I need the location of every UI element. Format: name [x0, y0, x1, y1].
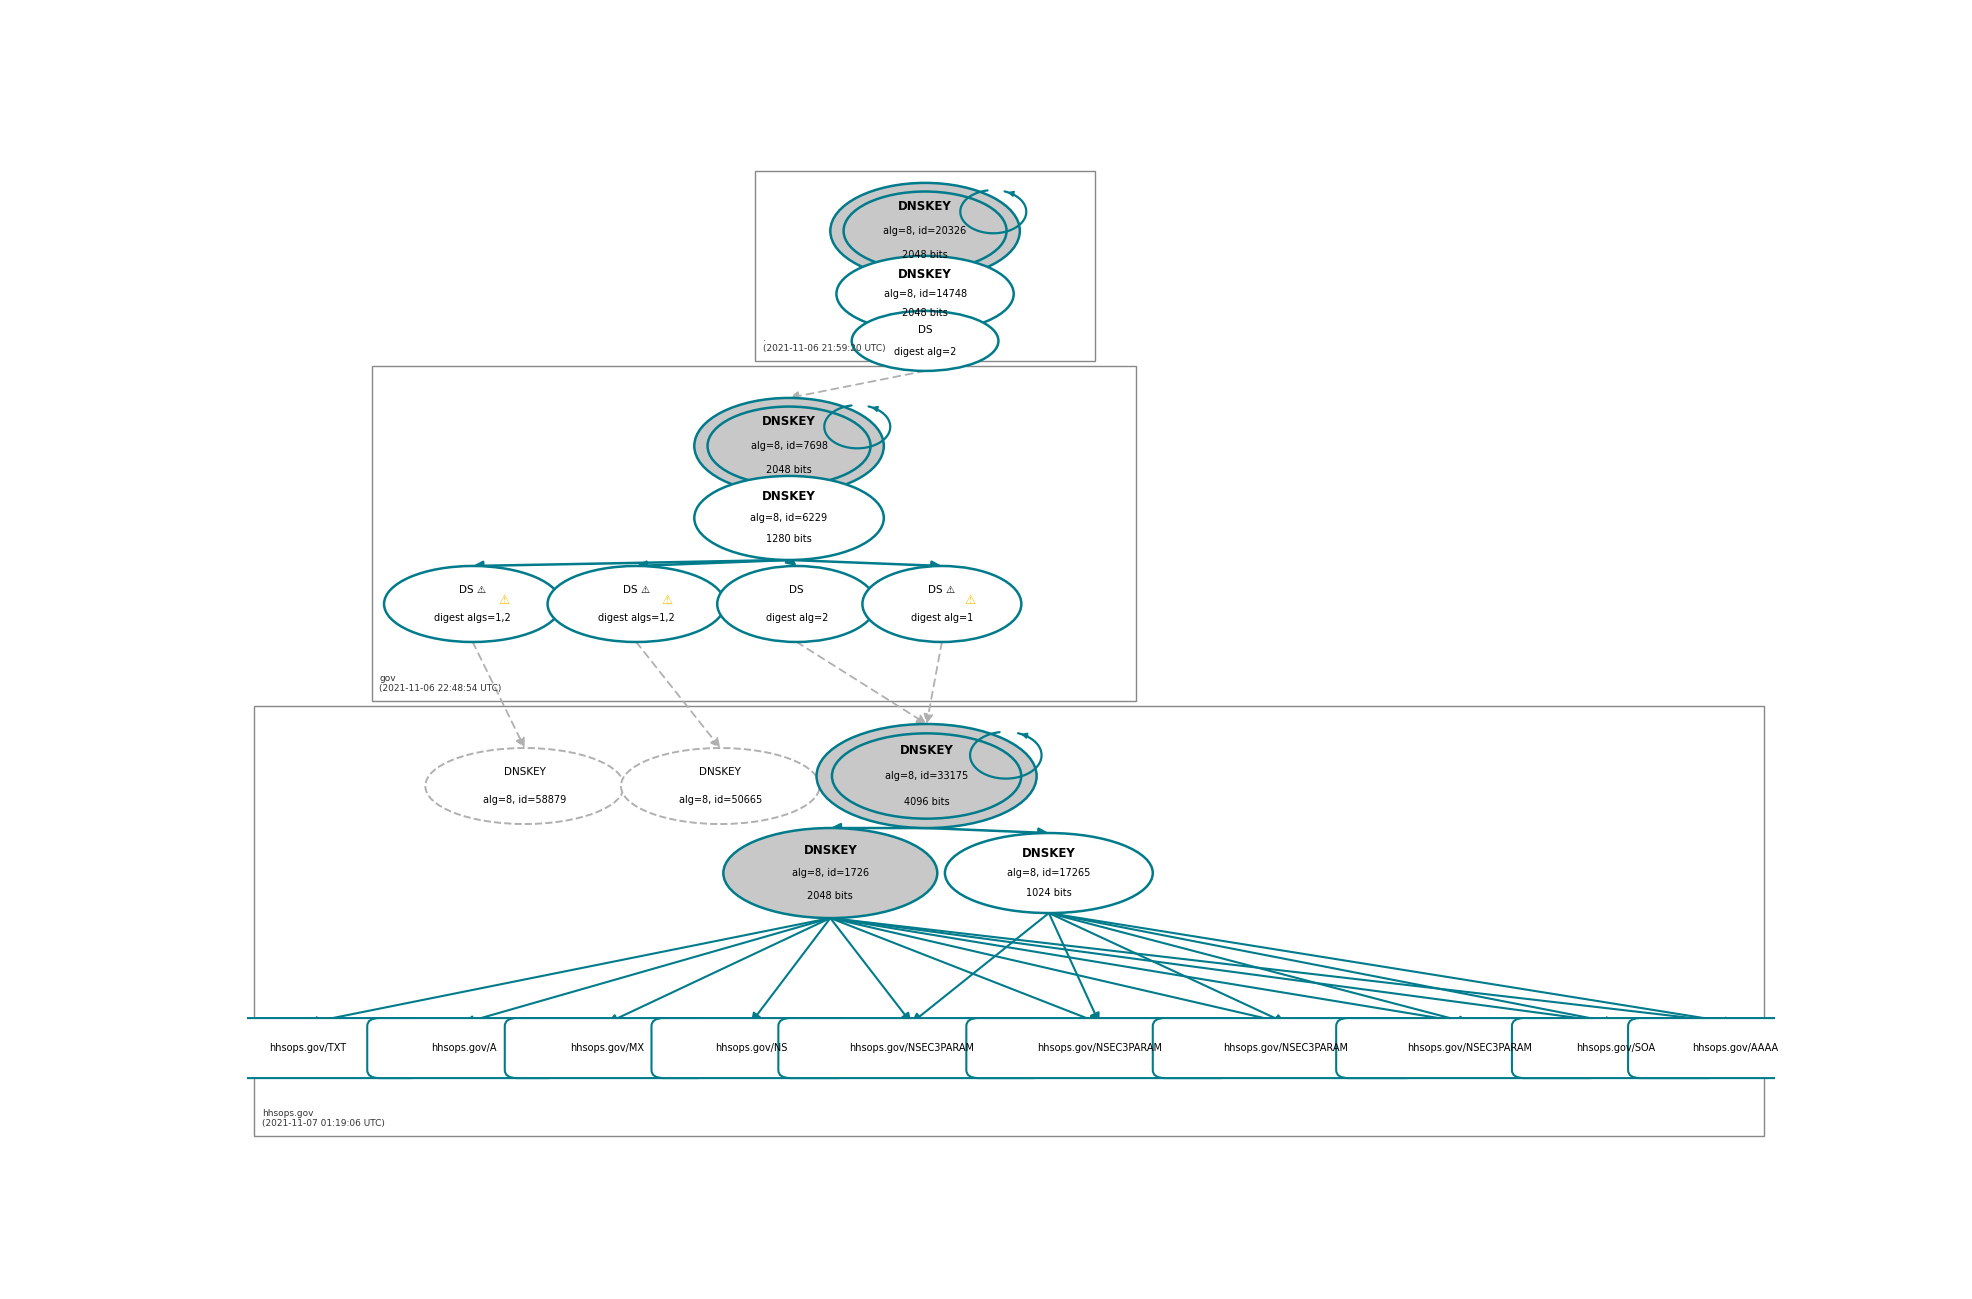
Text: DNSKEY: DNSKEY — [897, 269, 952, 282]
Text: hhsops.gov/NSEC3PARAM: hhsops.gov/NSEC3PARAM — [1406, 1043, 1532, 1053]
Text: DS: DS — [789, 585, 805, 595]
Ellipse shape — [816, 724, 1037, 827]
Text: 2048 bits: 2048 bits — [903, 308, 949, 318]
FancyBboxPatch shape — [779, 1018, 1045, 1078]
Text: DNSKEY: DNSKEY — [761, 491, 816, 504]
Text: hhsops.gov/NS: hhsops.gov/NS — [714, 1043, 787, 1053]
Text: 2048 bits: 2048 bits — [903, 249, 949, 260]
Ellipse shape — [548, 566, 726, 642]
Text: 2048 bits: 2048 bits — [767, 465, 812, 475]
Text: digest algs=1,2: digest algs=1,2 — [434, 613, 511, 624]
Text: hhsops.gov/TXT: hhsops.gov/TXT — [268, 1043, 347, 1053]
Ellipse shape — [385, 566, 562, 642]
Text: alg=8, id=7698: alg=8, id=7698 — [751, 440, 828, 451]
Text: hhsops.gov/NSEC3PARAM: hhsops.gov/NSEC3PARAM — [1223, 1043, 1349, 1053]
FancyBboxPatch shape — [651, 1018, 850, 1078]
Text: DNSKEY: DNSKEY — [503, 766, 546, 777]
FancyBboxPatch shape — [505, 1018, 710, 1078]
Text: hhsops.gov/A: hhsops.gov/A — [430, 1043, 497, 1053]
Text: hhsops.gov/MX: hhsops.gov/MX — [570, 1043, 645, 1053]
FancyBboxPatch shape — [1629, 1018, 1842, 1078]
Text: DS ⚠: DS ⚠ — [929, 585, 956, 595]
FancyBboxPatch shape — [1337, 1018, 1601, 1078]
Text: 4096 bits: 4096 bits — [903, 798, 949, 807]
Text: digest alg=2: digest alg=2 — [893, 347, 956, 357]
Text: ⚠: ⚠ — [499, 594, 509, 607]
Text: alg=8, id=20326: alg=8, id=20326 — [883, 226, 966, 236]
Text: digest alg=1: digest alg=1 — [911, 613, 972, 624]
Ellipse shape — [621, 748, 820, 824]
Text: hhsops.gov/SOA: hhsops.gov/SOA — [1576, 1043, 1655, 1053]
Text: DNSKEY: DNSKEY — [700, 766, 741, 777]
Text: alg=8, id=1726: alg=8, id=1726 — [791, 868, 870, 878]
Ellipse shape — [844, 191, 1006, 270]
Ellipse shape — [694, 397, 883, 494]
Text: DNSKEY: DNSKEY — [1021, 847, 1077, 860]
Text: DS ⚠: DS ⚠ — [459, 585, 487, 595]
Text: alg=8, id=33175: alg=8, id=33175 — [885, 772, 968, 781]
Ellipse shape — [862, 566, 1021, 642]
Text: DNSKEY: DNSKEY — [899, 743, 954, 756]
Text: alg=8, id=50665: alg=8, id=50665 — [678, 795, 761, 805]
Text: 2048 bits: 2048 bits — [807, 891, 854, 900]
Text: 1024 bits: 1024 bits — [1025, 889, 1071, 898]
Text: hhsops.gov/NSEC3PARAM: hhsops.gov/NSEC3PARAM — [1037, 1043, 1162, 1053]
Text: ⚠: ⚠ — [663, 594, 672, 607]
Ellipse shape — [836, 256, 1014, 333]
Text: DNSKEY: DNSKEY — [897, 200, 952, 213]
FancyBboxPatch shape — [966, 1018, 1232, 1078]
Text: DS ⚠: DS ⚠ — [623, 585, 651, 595]
FancyBboxPatch shape — [367, 1018, 560, 1078]
Text: 1280 bits: 1280 bits — [767, 534, 812, 544]
Text: ⚠: ⚠ — [964, 594, 976, 607]
Text: hhsops.gov
(2021-11-07 01:19:06 UTC): hhsops.gov (2021-11-07 01:19:06 UTC) — [262, 1109, 385, 1128]
Ellipse shape — [724, 827, 937, 918]
Ellipse shape — [708, 407, 870, 486]
Text: gov
(2021-11-06 22:48:54 UTC): gov (2021-11-06 22:48:54 UTC) — [379, 674, 501, 692]
Ellipse shape — [694, 475, 883, 560]
Ellipse shape — [852, 310, 998, 372]
Ellipse shape — [426, 748, 623, 824]
FancyBboxPatch shape — [1154, 1018, 1418, 1078]
Ellipse shape — [945, 833, 1154, 913]
Text: .
(2021-11-06 21:59:20 UTC): . (2021-11-06 21:59:20 UTC) — [763, 334, 885, 353]
Text: hhsops.gov/AAAA: hhsops.gov/AAAA — [1692, 1043, 1779, 1053]
Text: digest algs=1,2: digest algs=1,2 — [598, 613, 674, 624]
Text: DS: DS — [917, 325, 933, 335]
Ellipse shape — [832, 734, 1021, 818]
FancyBboxPatch shape — [193, 1018, 422, 1078]
Text: alg=8, id=58879: alg=8, id=58879 — [483, 795, 566, 805]
FancyBboxPatch shape — [1513, 1018, 1720, 1078]
Text: DNSKEY: DNSKEY — [803, 844, 858, 857]
Text: alg=8, id=6229: alg=8, id=6229 — [751, 513, 828, 523]
Text: hhsops.gov/NSEC3PARAM: hhsops.gov/NSEC3PARAM — [848, 1043, 974, 1053]
Text: DNSKEY: DNSKEY — [761, 416, 816, 429]
Ellipse shape — [718, 566, 876, 642]
Text: digest alg=2: digest alg=2 — [765, 613, 828, 624]
Text: alg=8, id=17265: alg=8, id=17265 — [1008, 868, 1091, 878]
Text: alg=8, id=14748: alg=8, id=14748 — [883, 288, 966, 299]
Ellipse shape — [830, 183, 1020, 279]
